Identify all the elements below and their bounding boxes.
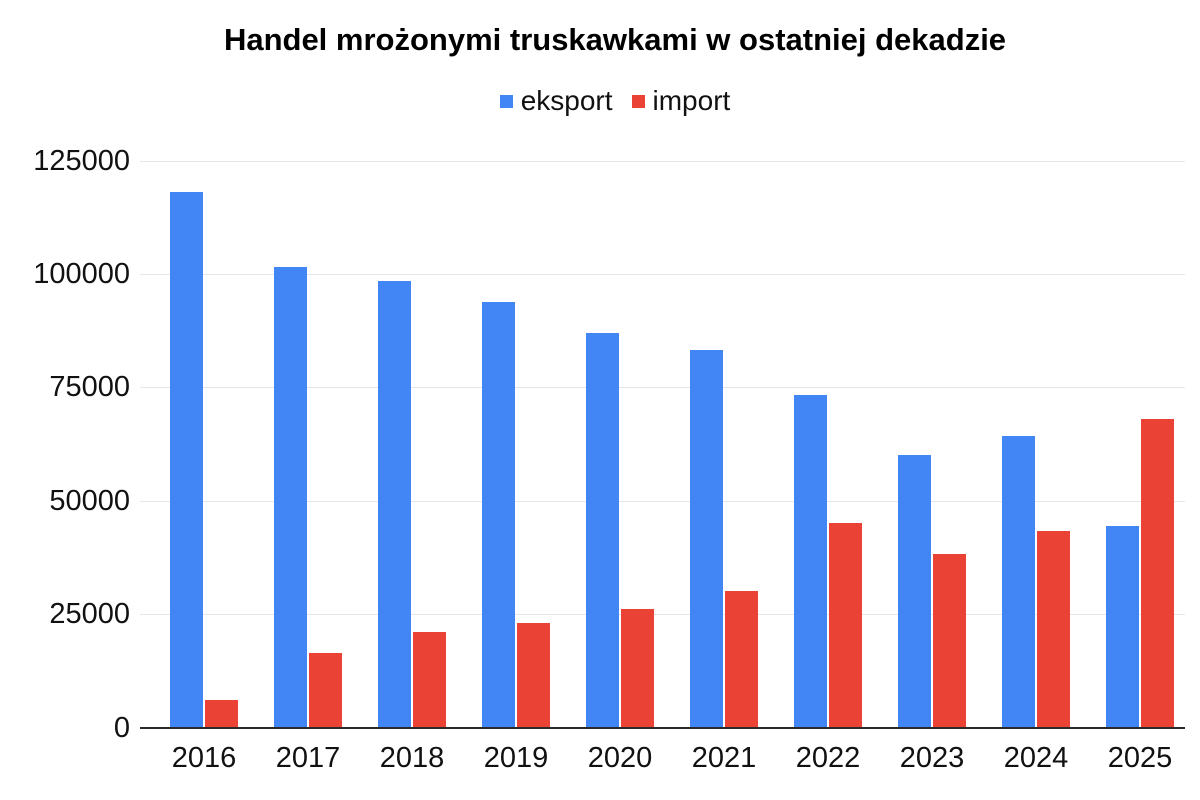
x-label-2023: 2023 <box>899 742 965 774</box>
y-tick-label-0: 0 <box>113 711 130 744</box>
bar-eksport-2023 <box>898 455 931 728</box>
bar-import-2022 <box>829 523 862 728</box>
x-label-2019: 2019 <box>483 742 549 774</box>
gridline-25000 <box>140 614 1185 616</box>
bar-import-2020 <box>621 608 654 728</box>
bar-import-2025 <box>1141 419 1174 728</box>
bar-eksport-2025 <box>1106 525 1139 728</box>
bar-import-2024 <box>1037 531 1070 728</box>
bar-import-2018 <box>413 632 446 728</box>
chart-legend: eksport import <box>30 85 1200 117</box>
x-label-2025: 2025 <box>1107 742 1173 774</box>
bar-import-2016 <box>205 700 238 728</box>
bar-eksport-2020 <box>586 332 619 728</box>
x-label-2018: 2018 <box>379 742 445 774</box>
chart-title: Handel mrożonymi truskawkami w ostatniej… <box>223 22 1007 57</box>
y-tick-label-25000: 25000 <box>49 598 130 631</box>
x-label-2016: 2016 <box>171 742 237 774</box>
eksport-swatch-icon <box>499 94 513 108</box>
x-label-2020: 2020 <box>587 742 653 774</box>
bar-import-2021 <box>725 590 758 728</box>
y-tick-label-125000: 125000 <box>33 144 130 177</box>
y-tick-label-50000: 50000 <box>49 484 130 517</box>
y-tick-label-100000: 100000 <box>33 257 130 290</box>
legend-label-import: import <box>652 85 731 116</box>
gridline-125000 <box>140 160 1185 162</box>
bar-eksport-2021 <box>690 350 723 728</box>
legend-label-eksport: eksport <box>520 85 613 116</box>
gridline-100000 <box>140 273 1185 275</box>
bar-eksport-2022 <box>794 395 827 728</box>
x-label-2024: 2024 <box>1003 742 1069 774</box>
x-label-2022: 2022 <box>795 742 861 774</box>
bar-eksport-2017 <box>274 267 307 728</box>
legend-item-eksport: eksport <box>499 85 613 117</box>
import-swatch-icon <box>631 94 645 108</box>
bar-import-2023 <box>933 553 966 728</box>
bar-eksport-2024 <box>1002 436 1035 728</box>
x-label-2017: 2017 <box>275 742 341 774</box>
bar-eksport-2019 <box>482 302 515 728</box>
x-axis-line <box>140 726 1185 729</box>
bar-import-2017 <box>309 652 342 728</box>
bar-eksport-2018 <box>378 280 411 728</box>
gridline-75000 <box>140 387 1185 389</box>
y-tick-label-75000: 75000 <box>49 371 130 404</box>
bar-import-2019 <box>517 623 550 728</box>
x-label-2021: 2021 <box>691 742 757 774</box>
gridline-50000 <box>140 500 1185 502</box>
legend-item-import: import <box>631 85 731 117</box>
bar-eksport-2016 <box>170 192 203 728</box>
